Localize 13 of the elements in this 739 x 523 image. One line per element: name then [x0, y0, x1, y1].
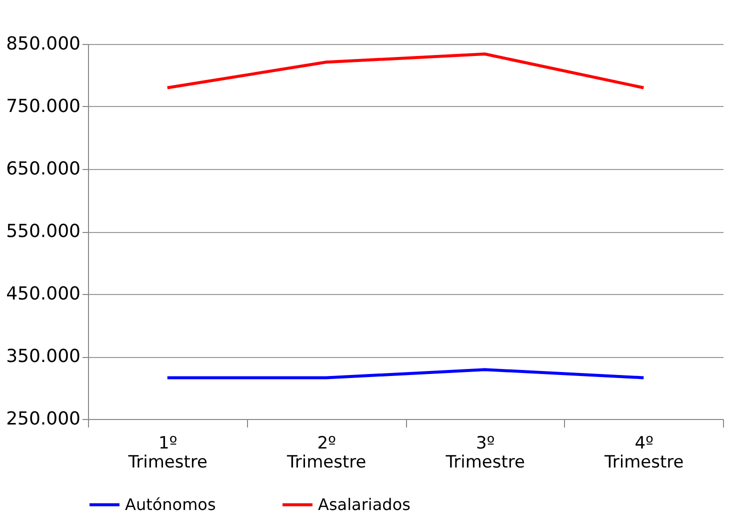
- y-tick-label: 550.000: [6, 221, 80, 242]
- legend-label: Autónomos: [125, 494, 216, 514]
- x-tick-label: 4º Trimestre: [604, 434, 684, 472]
- x-tick-label: 2º Trimestre: [286, 434, 366, 472]
- y-tick-label: 450.000: [6, 284, 80, 304]
- y-tick-label: 250.000: [6, 408, 80, 430]
- x-tick-label: 1º Trimestre: [127, 434, 208, 472]
- legend-label: Asalariados: [318, 494, 410, 514]
- y-tick-label: 750.000: [6, 96, 80, 117]
- y-tick-label: 650.000: [6, 158, 80, 180]
- y-tick-label: 350.000: [6, 346, 80, 367]
- y-tick-label: 850.000: [6, 34, 80, 54]
- x-tick-label: 3º Trimestre: [444, 434, 525, 472]
